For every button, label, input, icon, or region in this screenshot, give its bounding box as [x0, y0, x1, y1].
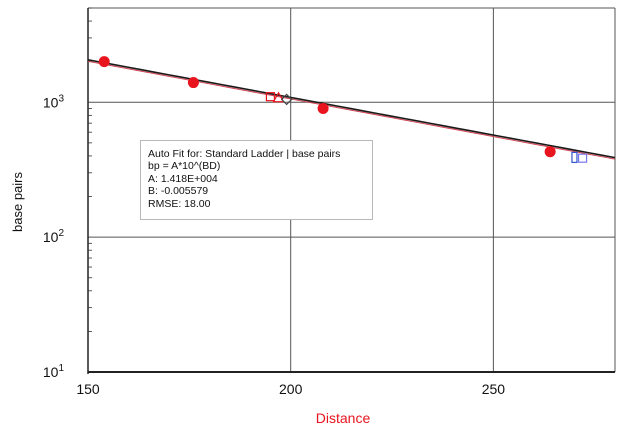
x-tick-label: 200 — [279, 381, 303, 397]
sample-point — [577, 153, 588, 163]
sample-point — [571, 151, 578, 164]
fit-annotation-a: A: 1.418E+004 — [148, 172, 218, 185]
fit-curve — [87, 59, 616, 160]
fit-annotation-equation: bp = A*10^(BD) — [148, 160, 221, 173]
ladder-point — [317, 102, 329, 114]
x-tick-label: 250 — [482, 381, 506, 397]
y-tick-label: 102 — [43, 228, 65, 245]
data-points — [98, 56, 588, 164]
fit-curve-shadow — [87, 60, 616, 160]
grid — [87, 7, 616, 374]
sample-point — [265, 92, 276, 102]
sample-point — [280, 93, 293, 106]
y-axis-title: base pairs — [10, 172, 25, 232]
y-tick-label: 101 — [43, 363, 65, 380]
fit-annotation-box: Auto Fit for: Standard Ladder | base pai… — [140, 140, 373, 220]
x-axis-title: Distance — [316, 410, 371, 426]
ladder-point — [187, 77, 199, 89]
y-tick-exponent: 2 — [58, 228, 64, 239]
fit-curve-line — [87, 59, 616, 159]
x-tick-label: 150 — [76, 381, 100, 397]
ladder-point — [544, 146, 556, 158]
fit-annotation-b: B: -0.005579 — [148, 185, 209, 198]
fit-annotation-title: Auto Fit for: Standard Ladder | base pai… — [148, 148, 341, 160]
fit-annotation-rmse: RMSE: 18.00 — [148, 197, 211, 210]
sample-point — [272, 91, 285, 103]
y-tick-exponent: 1 — [58, 363, 64, 374]
y-tick-exponent: 3 — [58, 93, 64, 104]
y-tick-label: 103 — [43, 93, 65, 110]
tick-labels: 150 200 250 101 102 103 — [43, 93, 505, 397]
ladder-point — [98, 56, 110, 68]
